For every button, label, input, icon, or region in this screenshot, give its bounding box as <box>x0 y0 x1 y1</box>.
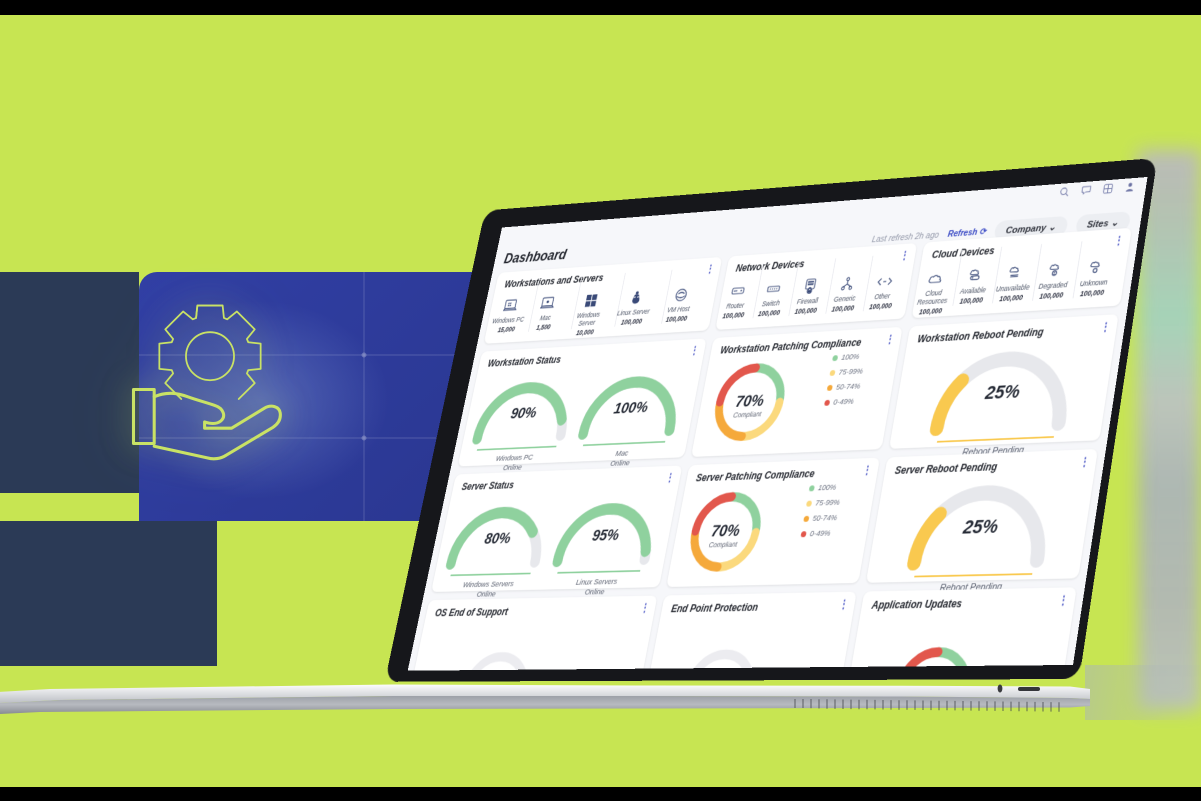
svg-text:Compliant: Compliant <box>708 542 738 550</box>
svg-text:70%: 70% <box>710 521 742 540</box>
svg-text:Compliant: Compliant <box>732 411 762 419</box>
svg-text:70%: 70% <box>734 391 765 410</box>
